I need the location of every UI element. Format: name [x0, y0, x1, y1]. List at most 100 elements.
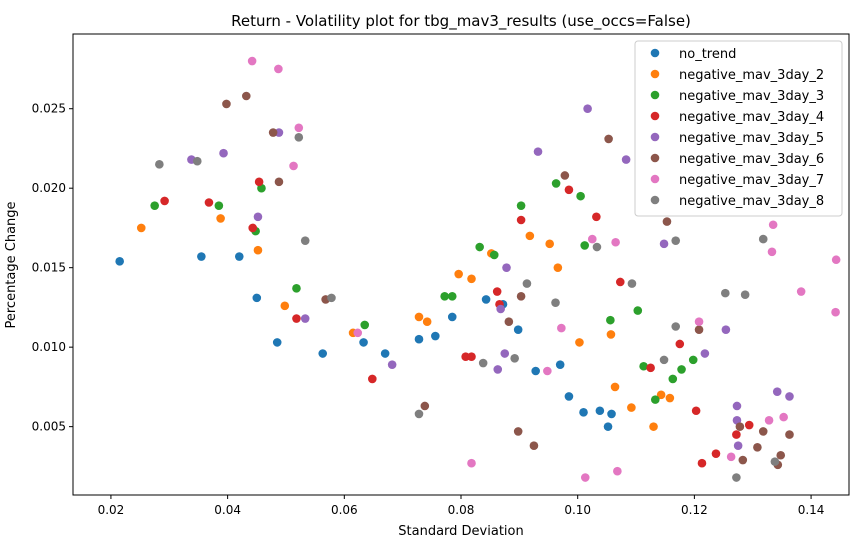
data-point — [274, 64, 283, 74]
data-point — [555, 360, 565, 369]
data-point — [447, 312, 457, 322]
data-point — [671, 236, 681, 245]
data-point — [646, 363, 655, 373]
data-point — [150, 201, 159, 210]
data-point — [420, 401, 430, 411]
data-point — [659, 355, 669, 365]
y-axis-ticks: 0.005 0.010 0.015 0.020 0.025 — [32, 102, 73, 434]
data-point — [721, 325, 731, 334]
legend-marker — [650, 195, 660, 205]
data-point — [580, 473, 590, 482]
data-point — [639, 361, 648, 371]
legend-marker — [650, 132, 660, 142]
y-tick-label: 0.005 — [32, 420, 66, 434]
data-point — [467, 274, 476, 284]
data-point — [516, 201, 526, 210]
data-point — [732, 473, 741, 482]
data-point — [241, 91, 251, 101]
data-point — [216, 214, 225, 223]
data-point — [604, 134, 613, 144]
data-point — [248, 223, 258, 233]
x-axis-label: Standard Deviation — [398, 524, 523, 539]
data-point — [467, 458, 476, 468]
data-point — [557, 323, 566, 333]
data-point — [192, 156, 202, 166]
data-point — [738, 455, 748, 465]
data-point — [115, 257, 124, 266]
data-point — [627, 403, 636, 412]
data-point — [580, 241, 589, 250]
data-point — [353, 328, 363, 338]
data-points — [115, 56, 841, 482]
data-point — [735, 422, 745, 431]
data-point — [607, 409, 616, 419]
data-point — [247, 56, 257, 66]
data-point — [214, 201, 224, 210]
data-point — [610, 382, 620, 392]
data-point — [627, 279, 637, 288]
data-point — [677, 365, 686, 374]
data-point — [583, 104, 592, 114]
data-point — [155, 160, 164, 169]
y-tick-label: 0.020 — [32, 181, 66, 195]
data-point — [327, 293, 336, 303]
data-point — [254, 177, 264, 187]
data-point — [611, 237, 620, 247]
data-point — [253, 245, 263, 255]
data-point — [711, 449, 721, 458]
data-point — [292, 284, 301, 293]
chart-title: Return - Volatility plot for tbg_mav3_re… — [231, 12, 691, 31]
legend-marker — [650, 69, 660, 79]
data-point — [592, 242, 602, 252]
data-point — [289, 161, 298, 171]
x-tick-label: 0.04 — [214, 503, 241, 517]
data-point — [431, 331, 440, 341]
data-point — [496, 304, 505, 314]
data-point — [516, 291, 526, 301]
data-point — [253, 212, 263, 222]
data-point — [545, 239, 554, 249]
data-point — [694, 325, 704, 334]
data-point — [500, 349, 510, 358]
data-point — [414, 334, 424, 344]
data-point — [531, 366, 540, 376]
data-point — [603, 422, 613, 431]
data-point — [360, 320, 370, 330]
x-tick-label: 0.10 — [564, 503, 591, 517]
data-point — [478, 358, 488, 368]
data-point — [467, 352, 476, 362]
data-point — [553, 263, 563, 272]
legend-marker — [650, 111, 660, 121]
data-point — [564, 185, 574, 195]
data-point — [560, 171, 570, 180]
legend: no_trend negative_mav_3day_2 negative_mav_… — [634, 40, 843, 217]
legend-label: negative_mav_3day_4 — [679, 110, 824, 125]
data-point — [533, 147, 543, 156]
legend-label: no_trend — [679, 47, 736, 62]
data-point — [613, 466, 622, 476]
data-point — [779, 412, 788, 422]
data-point — [764, 415, 774, 425]
x-tick-label: 0.14 — [798, 503, 825, 517]
data-point — [772, 387, 782, 396]
data-point — [197, 252, 206, 261]
data-point — [136, 223, 146, 233]
data-point — [606, 330, 616, 339]
data-point — [492, 287, 502, 296]
data-point — [831, 307, 840, 317]
data-point — [529, 441, 539, 451]
data-point — [543, 366, 552, 376]
data-point — [414, 312, 424, 322]
legend-label: negative_mav_3day_2 — [679, 68, 824, 83]
data-point — [656, 390, 666, 400]
data-point — [300, 314, 310, 323]
data-point — [234, 252, 244, 261]
data-point — [292, 314, 301, 323]
data-point — [785, 430, 794, 439]
data-point — [575, 338, 584, 347]
data-point — [697, 458, 707, 468]
data-point — [422, 317, 432, 327]
data-point — [758, 427, 768, 436]
data-point — [691, 406, 701, 416]
